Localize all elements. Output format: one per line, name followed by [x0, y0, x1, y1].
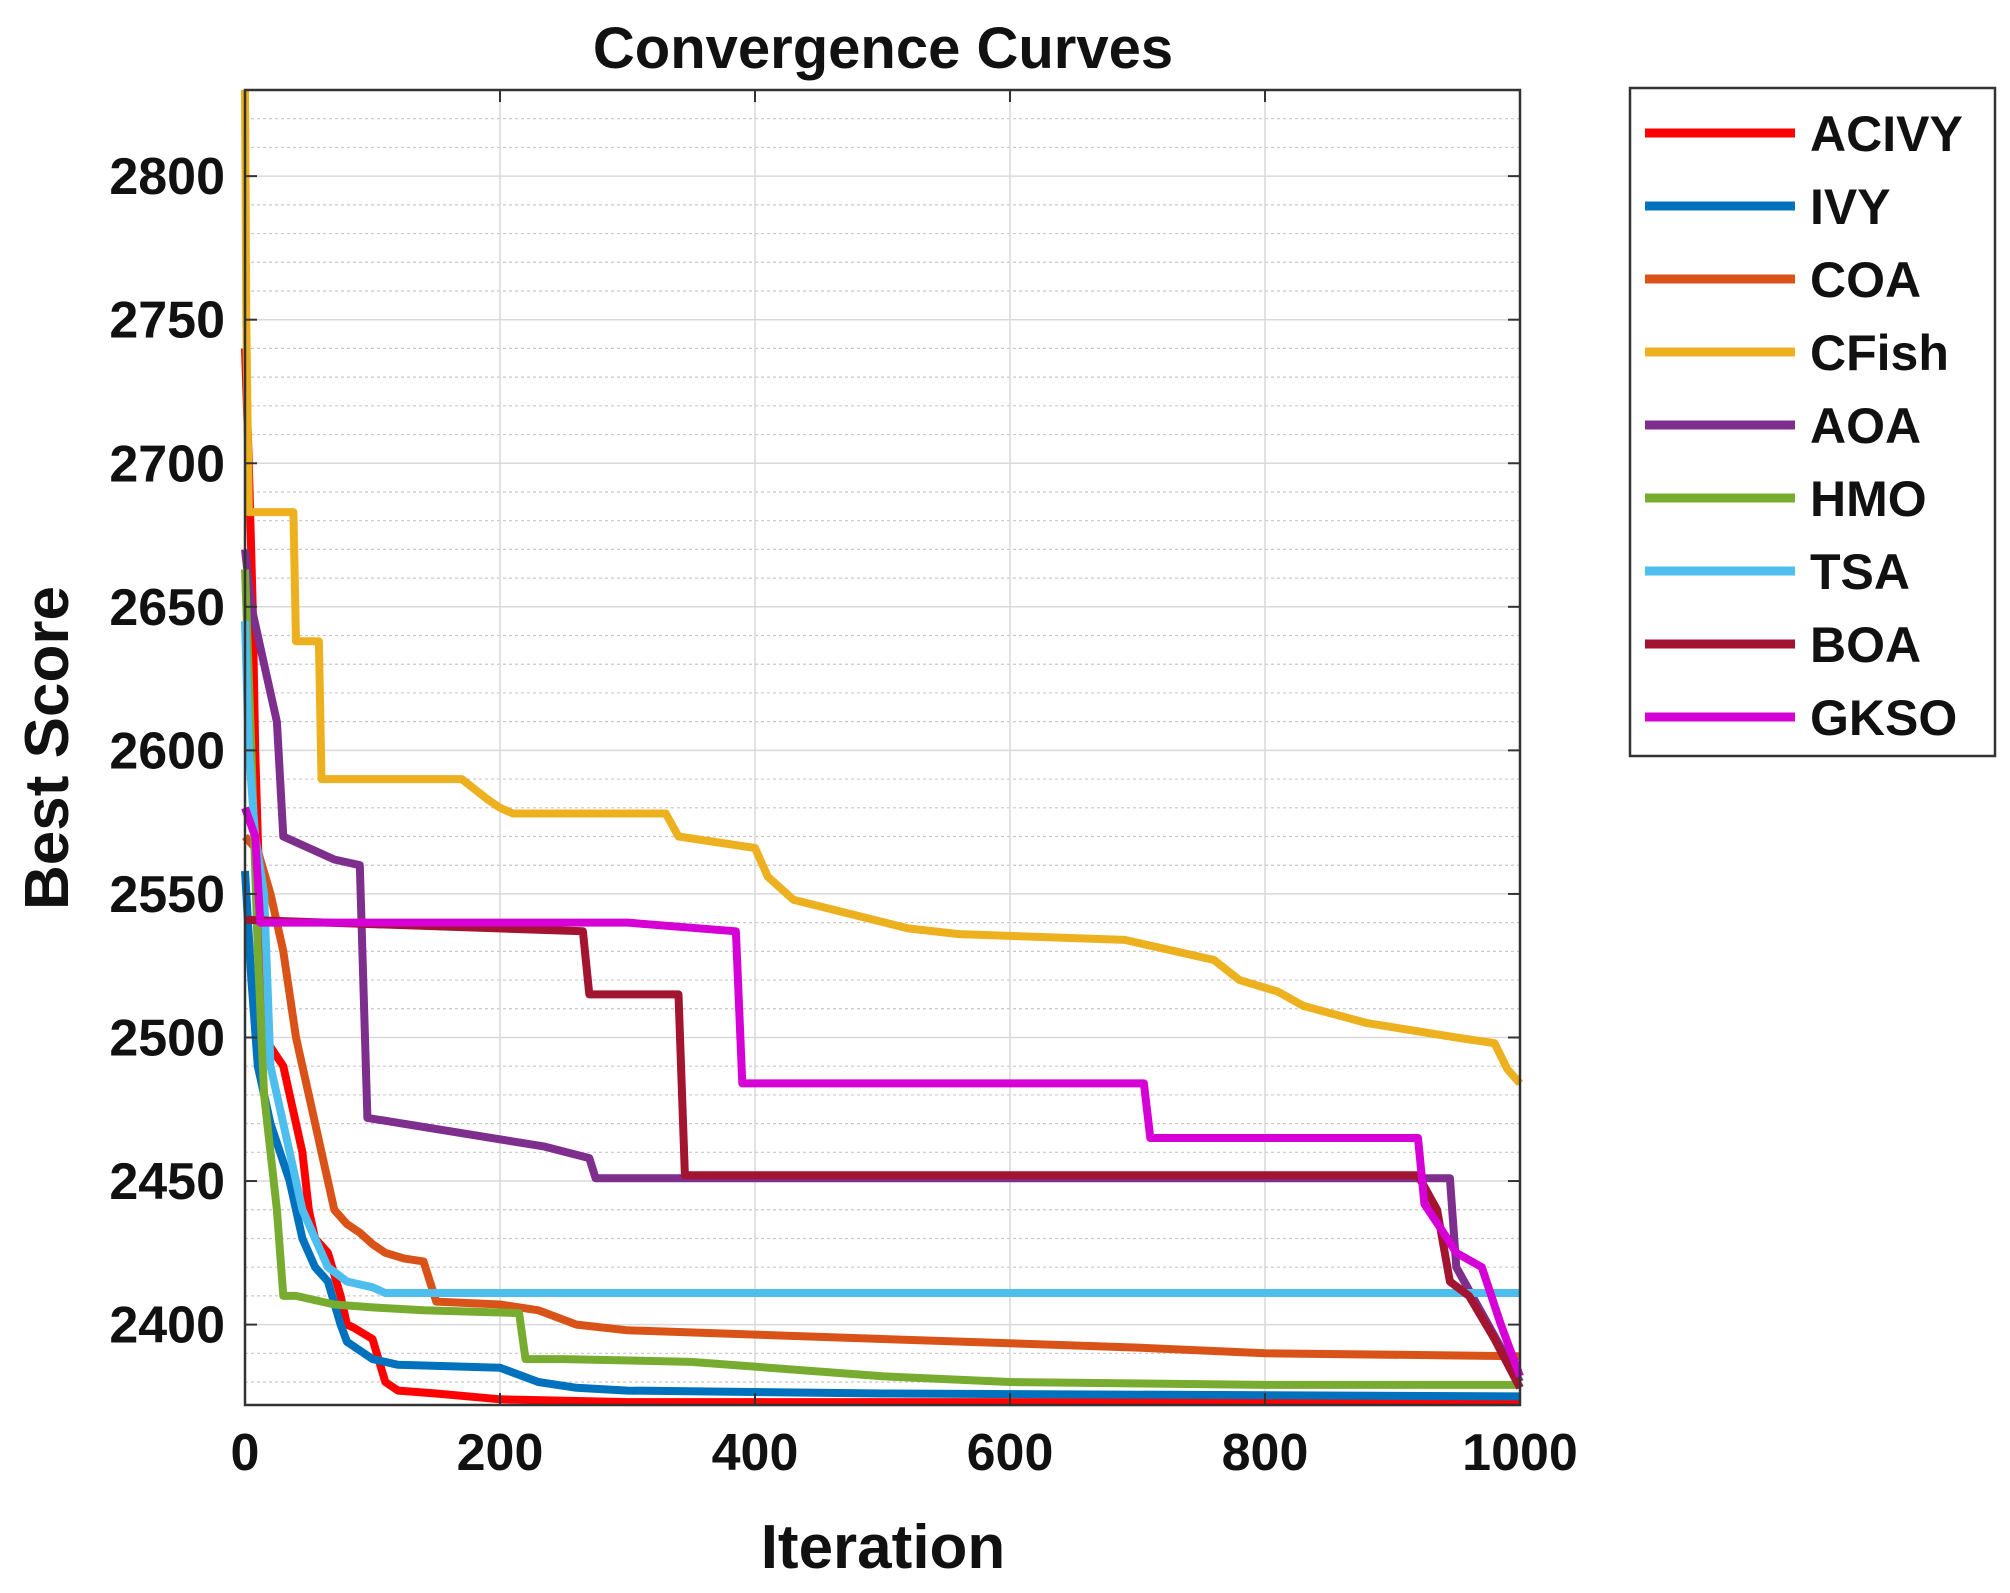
series-line-aoa: [241, 548, 1524, 1384]
axis-ticks: 0 200 400 600 800 1000 2400 2450 2500 2550 2600 265…: [109, 90, 1578, 1482]
y-tick-label: 2750: [109, 292, 225, 350]
legend-label-tsa: TSA: [1810, 544, 1910, 600]
grid: [244, 89, 1521, 1405]
legend-label-boa: BOA: [1810, 617, 1921, 673]
legend-label-gkso: GKSO: [1810, 690, 1957, 746]
legend-label-aoa: AOA: [1810, 398, 1921, 454]
chart-title: Convergence Curves: [593, 16, 1173, 81]
y-tick-label: 2600: [109, 722, 225, 780]
series-line-hmo: [241, 569, 1520, 1389]
series-line-cfish: [241, 89, 1523, 1087]
legend-label-hmo: HMO: [1810, 471, 1927, 527]
y-tick-label: 2400: [109, 1297, 225, 1355]
y-tick-label: 2450: [109, 1153, 225, 1211]
legend-label-cfish: CFish: [1810, 325, 1949, 381]
x-tick-label: 800: [1222, 1424, 1309, 1482]
legend: ACIVY IVY COA CFish AOA HMO TSA BOA GKSO: [1628, 86, 1997, 758]
x-tick-label: 600: [967, 1424, 1054, 1482]
y-axis-label: Best Score: [13, 586, 82, 910]
x-axis-label: Iteration: [761, 1513, 1006, 1582]
plot-lines: [241, 89, 1524, 1407]
series-line-coa: [242, 833, 1521, 1361]
x-tick-label: 200: [457, 1424, 544, 1482]
y-tick-label: 2700: [109, 435, 225, 493]
plot-frame: [243, 88, 1522, 1407]
x-tick-label: 0: [231, 1424, 260, 1482]
series-line-acivy: [241, 348, 1520, 1407]
legend-label-coa: COA: [1810, 252, 1921, 308]
legend-label-ivy: IVY: [1810, 179, 1891, 235]
x-tick-label: 1000: [1462, 1424, 1578, 1482]
x-tick-label: 400: [712, 1424, 799, 1482]
series-line-boa: [244, 915, 1524, 1390]
y-tick-label: 2650: [109, 579, 225, 637]
legend-items: ACIVY IVY COA CFish AOA HMO TSA BOA GKSO: [1645, 106, 1963, 746]
y-tick-label: 2500: [109, 1009, 225, 1067]
y-tick-label: 2550: [109, 866, 225, 924]
legend-label-acivy: ACIVY: [1810, 106, 1963, 162]
series-line-gkso: [241, 806, 1524, 1378]
series-line-ivy: [241, 870, 1521, 1401]
y-tick-label: 2800: [109, 148, 225, 206]
